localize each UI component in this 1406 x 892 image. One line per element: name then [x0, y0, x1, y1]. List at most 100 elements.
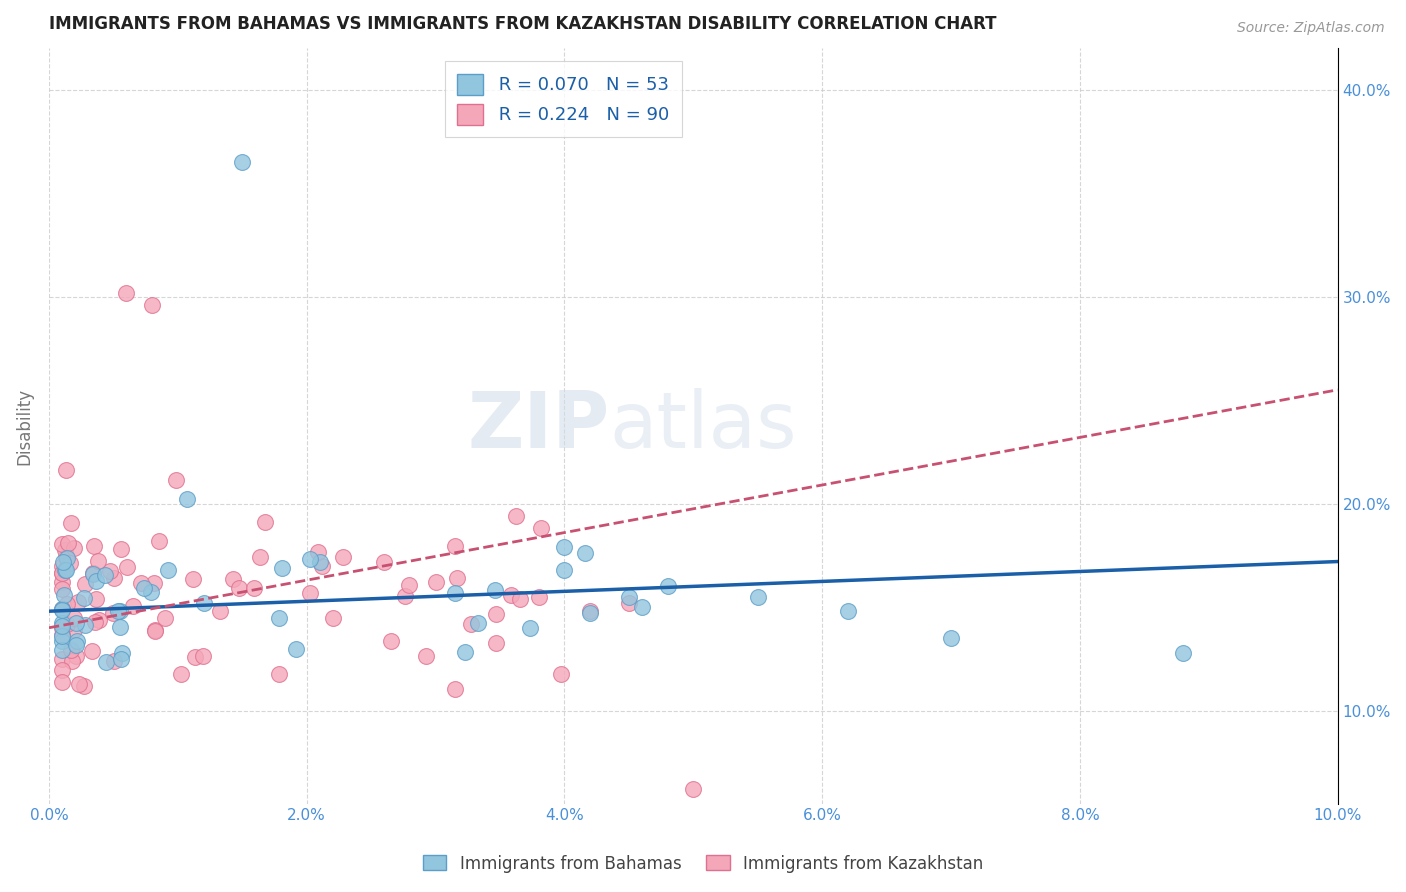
Point: [73, 679, 96, 693]
Point: [747, 590, 769, 604]
Point: [51, 602, 73, 616]
Text: ZIP: ZIP: [467, 388, 610, 464]
Point: [51, 629, 73, 643]
Point: [509, 591, 531, 606]
Point: [153, 611, 176, 625]
Point: [307, 544, 329, 558]
Point: [84, 615, 107, 629]
Point: [444, 682, 467, 697]
Legend: Immigrants from Bahamas, Immigrants from Kazakhstan: Immigrants from Bahamas, Immigrants from…: [416, 848, 990, 880]
Point: [141, 298, 163, 312]
Point: [51, 602, 73, 616]
Point: [59, 556, 82, 570]
Point: [939, 631, 962, 645]
Point: [443, 539, 465, 553]
Point: [73, 577, 96, 591]
Point: [425, 575, 447, 590]
Point: [51, 566, 73, 580]
Point: [249, 549, 271, 564]
Point: [467, 616, 489, 631]
Point: [65, 638, 87, 652]
Point: [176, 492, 198, 507]
Point: [460, 617, 482, 632]
Point: [298, 585, 321, 599]
Point: [139, 585, 162, 599]
Point: [56, 616, 79, 631]
Point: [60, 516, 83, 530]
Point: [98, 565, 121, 579]
Point: [231, 155, 253, 169]
Point: [82, 567, 104, 582]
Point: [51, 663, 73, 677]
Point: [253, 516, 276, 530]
Point: [82, 644, 104, 658]
Point: [75, 618, 97, 632]
Point: [446, 571, 468, 585]
Point: [579, 604, 602, 618]
Point: [222, 572, 245, 586]
Point: [165, 473, 187, 487]
Point: [52, 555, 75, 569]
Point: [56, 551, 79, 566]
Text: Source: ZipAtlas.com: Source: ZipAtlas.com: [1237, 21, 1385, 35]
Point: [51, 575, 73, 590]
Point: [444, 586, 467, 600]
Point: [579, 606, 602, 620]
Point: [51, 615, 73, 630]
Legend:  R = 0.070   N = 53,  R = 0.224   N = 90: R = 0.070 N = 53, R = 0.224 N = 90: [444, 62, 682, 137]
Point: [485, 607, 508, 621]
Point: [51, 566, 73, 580]
Point: [82, 566, 104, 581]
Point: [309, 555, 332, 569]
Point: [96, 655, 118, 669]
Point: [110, 541, 132, 556]
Point: [415, 649, 437, 664]
Point: [332, 549, 354, 564]
Point: [65, 648, 87, 663]
Point: [298, 552, 321, 566]
Point: [184, 650, 207, 665]
Point: [55, 550, 77, 565]
Point: [51, 651, 73, 665]
Point: [228, 581, 250, 595]
Point: [142, 576, 165, 591]
Point: [84, 574, 107, 589]
Point: [131, 576, 153, 591]
Point: [243, 581, 266, 595]
Point: [66, 633, 89, 648]
Point: [65, 615, 87, 630]
Point: [122, 599, 145, 614]
Point: [143, 623, 166, 637]
Point: [519, 621, 541, 635]
Point: [574, 546, 596, 560]
Point: [322, 611, 344, 625]
Point: [115, 560, 138, 574]
Point: [56, 535, 79, 549]
Point: [485, 636, 508, 650]
Point: [1171, 646, 1194, 660]
Point: [657, 579, 679, 593]
Point: [53, 542, 76, 557]
Point: [51, 619, 73, 633]
Point: [62, 623, 84, 637]
Point: [484, 582, 506, 597]
Point: [631, 600, 654, 615]
Point: [191, 649, 214, 664]
Point: [73, 591, 96, 605]
Point: [156, 563, 179, 577]
Point: [454, 645, 477, 659]
Point: [527, 590, 550, 604]
Point: [51, 643, 73, 657]
Point: [530, 521, 553, 535]
Text: atlas: atlas: [610, 388, 797, 464]
Point: [51, 559, 73, 574]
Point: [51, 582, 73, 597]
Point: [51, 537, 73, 551]
Point: [617, 590, 640, 604]
Point: [55, 463, 77, 477]
Point: [134, 582, 156, 596]
Point: [115, 285, 138, 300]
Point: [170, 667, 193, 681]
Point: [87, 554, 110, 568]
Point: [193, 596, 215, 610]
